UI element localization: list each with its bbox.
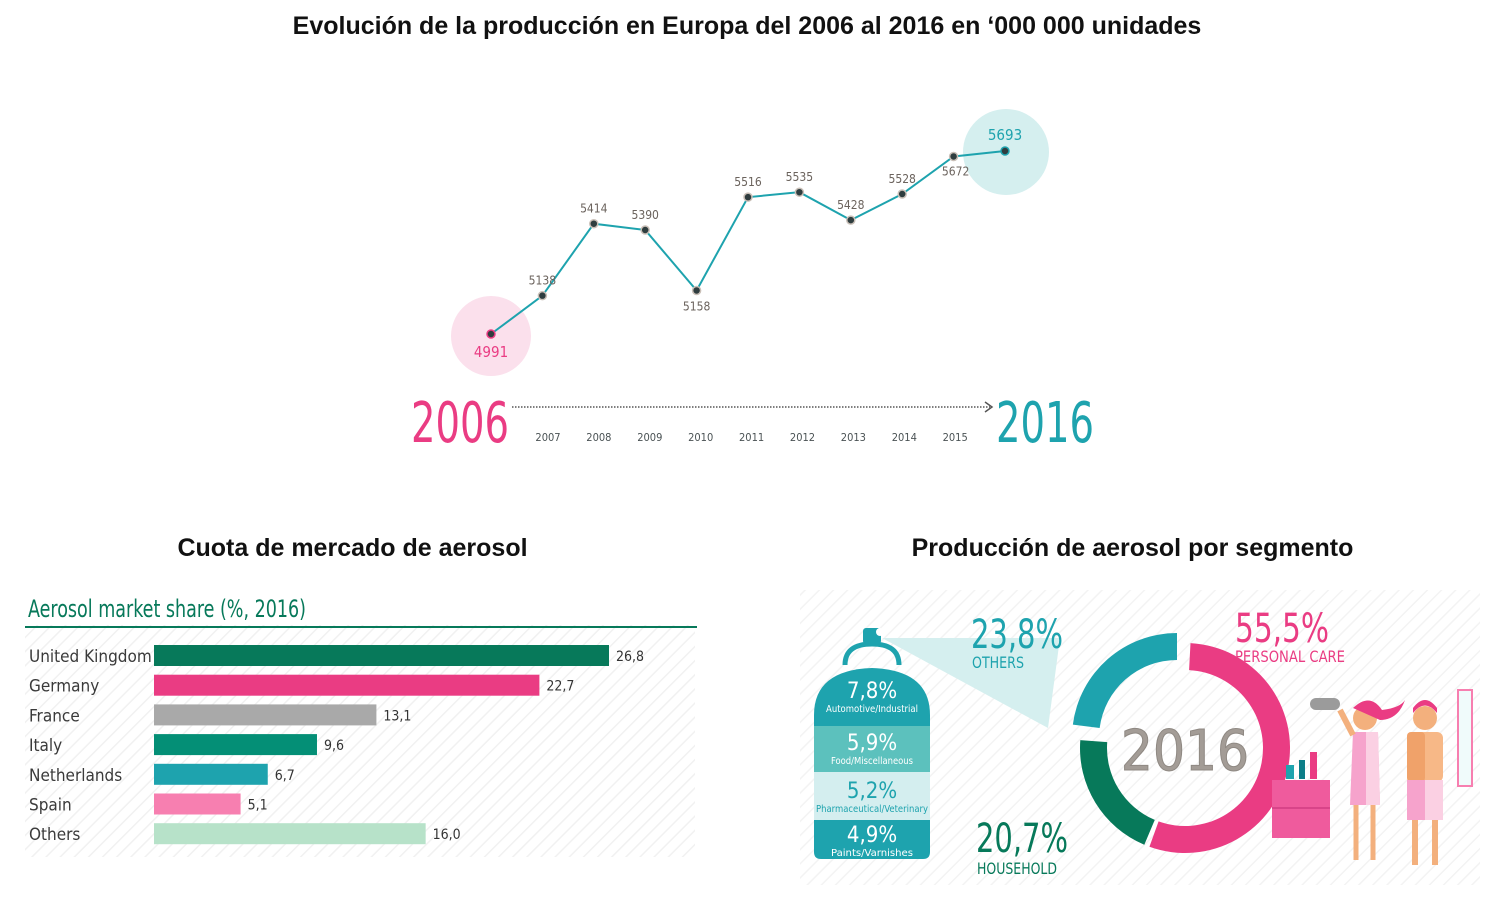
breakdown-value: 7,8% bbox=[847, 679, 897, 704]
start-year-label: 2006 bbox=[411, 391, 509, 456]
data-point bbox=[589, 218, 599, 229]
data-point bbox=[486, 329, 496, 339]
breakdown-value: 5,2% bbox=[847, 779, 897, 804]
data-label: 5158 bbox=[683, 299, 711, 313]
data-point bbox=[691, 285, 702, 296]
data-point bbox=[897, 189, 907, 199]
slice-value-label: 20,7% bbox=[976, 816, 1068, 862]
year-tick-label: 2012 bbox=[790, 431, 815, 444]
year-tick-label: 2008 bbox=[586, 431, 611, 444]
slice-category-label: HOUSEHOLD bbox=[977, 859, 1057, 878]
value-label: 6,7 bbox=[275, 768, 295, 784]
breakdown-value: 4,9% bbox=[847, 823, 897, 848]
data-label: 4991 bbox=[474, 343, 508, 361]
donut-slice bbox=[1072, 633, 1177, 729]
breakdown-value: 5,9% bbox=[847, 731, 897, 756]
market-share-bar-chart: Aerosol market share (%, 2016) United Ki… bbox=[25, 595, 697, 857]
year-tick-label: 2015 bbox=[943, 431, 968, 444]
category-label: Italy bbox=[29, 736, 62, 756]
value-label: 13,1 bbox=[383, 708, 411, 724]
breakdown-label: Automotive/Industrial bbox=[826, 704, 918, 715]
bar bbox=[154, 645, 609, 666]
end-year-label: 2016 bbox=[996, 391, 1094, 456]
slice-category-label: PERSONAL CARE bbox=[1235, 647, 1345, 666]
data-label: 5428 bbox=[837, 198, 865, 212]
data-point bbox=[743, 192, 753, 202]
slice-value-label: 55,5% bbox=[1235, 606, 1329, 652]
category-label: United Kingdom bbox=[29, 647, 152, 667]
value-label: 16,0 bbox=[433, 827, 461, 843]
data-label: 5672 bbox=[942, 164, 969, 178]
bar bbox=[154, 763, 268, 785]
slice-value-label: 23,8% bbox=[971, 612, 1063, 658]
donut-slice bbox=[1149, 643, 1290, 853]
data-label: 5516 bbox=[734, 175, 762, 189]
bar bbox=[154, 734, 317, 756]
value-label: 22,7 bbox=[546, 679, 574, 695]
data-label: 5693 bbox=[988, 126, 1022, 144]
market-share-heading: Cuota de mercado de aerosol bbox=[177, 534, 528, 562]
category-label: Others bbox=[29, 825, 80, 845]
value-label: 26,8 bbox=[616, 649, 644, 665]
data-label: 5528 bbox=[888, 172, 916, 186]
category-label: Germany bbox=[29, 677, 99, 697]
category-label: Spain bbox=[29, 796, 72, 816]
arrow-head-icon bbox=[984, 401, 994, 413]
segment-heading: Producción de aerosol por segmento bbox=[911, 534, 1354, 562]
data-point bbox=[1000, 146, 1010, 156]
data-point bbox=[537, 290, 548, 301]
bar bbox=[154, 823, 426, 845]
bathroom-illustration-icon bbox=[1272, 689, 1473, 865]
bar-chart-title: Aerosol market share (%, 2016) bbox=[28, 595, 306, 623]
breakdown-label: Paints/Varnishes bbox=[831, 848, 913, 859]
donut-center-label: 2016 bbox=[1121, 719, 1249, 784]
data-point bbox=[640, 225, 650, 235]
others-callout-wedge bbox=[882, 638, 1060, 728]
segment-donut-chart: 7,8%Automotive/Industrial 5,9%Food/Miscel… bbox=[800, 590, 1480, 885]
data-label: 5390 bbox=[631, 208, 659, 222]
slice-category-label: OTHERS bbox=[972, 653, 1024, 672]
production-line-chart: 4991 5138 5414 5390 5158 5516 5535 5428 5528 5672… bbox=[411, 109, 1094, 456]
year-tick-label: 2007 bbox=[535, 431, 560, 444]
data-point bbox=[948, 151, 959, 162]
category-label: France bbox=[29, 706, 80, 726]
year-tick-label: 2013 bbox=[841, 431, 866, 444]
data-point bbox=[794, 187, 805, 197]
data-label: 5535 bbox=[786, 170, 813, 184]
donut-slice bbox=[1080, 740, 1155, 845]
category-label: Netherlands bbox=[29, 766, 122, 786]
breakdown-label: Pharmaceutical/Veterinary bbox=[816, 804, 929, 815]
bar bbox=[154, 793, 241, 815]
value-label: 9,6 bbox=[324, 738, 344, 754]
year-tick-label: 2009 bbox=[637, 431, 662, 444]
year-tick-label: 2010 bbox=[688, 431, 713, 444]
spray-can-icon bbox=[814, 628, 930, 859]
value-label: 5,1 bbox=[248, 798, 268, 814]
bar bbox=[154, 704, 377, 726]
breakdown-label: Food/Miscellaneous bbox=[831, 756, 913, 767]
year-tick-label: 2014 bbox=[892, 431, 917, 444]
data-label: 5138 bbox=[529, 274, 557, 288]
year-tick-label: 2011 bbox=[739, 431, 764, 444]
data-label: 5414 bbox=[580, 202, 608, 216]
bar bbox=[154, 674, 540, 696]
data-point bbox=[846, 215, 856, 225]
main-title: Evolución de la producción en Europa del… bbox=[292, 12, 1202, 40]
